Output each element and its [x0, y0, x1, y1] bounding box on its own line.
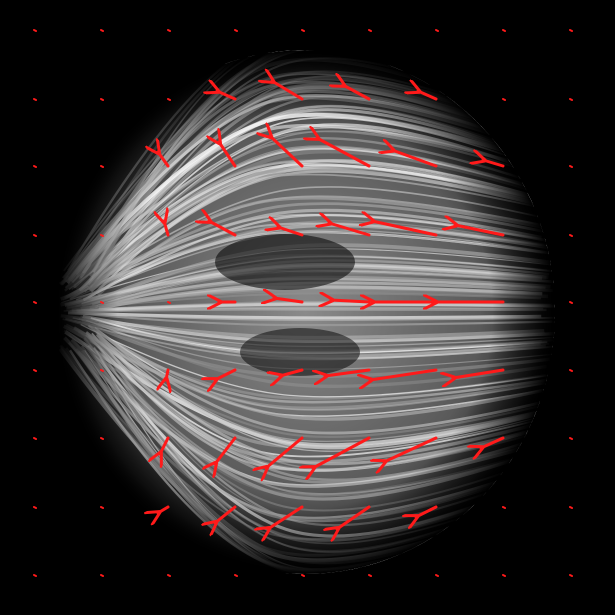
vector-arrow [384, 436, 438, 462]
vector-arrow [217, 91, 237, 101]
vector-arrow [453, 368, 505, 378]
vector-arrow [370, 368, 438, 380]
vector-arrow [569, 29, 573, 32]
vector-arrow [569, 234, 573, 237]
vector-field-arrows [33, 29, 573, 577]
vector-arrow [167, 301, 171, 304]
vector-arrow [33, 98, 37, 101]
vector-arrow [266, 436, 304, 468]
vector-arrow [33, 29, 37, 32]
vector-arrow [100, 437, 104, 440]
vector-arrow [100, 29, 104, 32]
vector-arrow [368, 574, 372, 577]
vector-arrow [502, 29, 506, 32]
vector-arrow [481, 436, 505, 448]
vector-arrow [234, 29, 238, 32]
vector-arrow [33, 369, 37, 372]
vector-arrow [215, 436, 237, 464]
vector-arrow [337, 505, 371, 529]
vector-arrow [33, 234, 37, 237]
vector-arrow [167, 98, 171, 101]
vector-arrow [219, 142, 237, 168]
vector-arrow [455, 225, 505, 237]
vector-arrow [274, 298, 304, 302]
vector-arrow [278, 227, 304, 237]
vector-arrow [158, 152, 170, 168]
vector-arrow [215, 368, 237, 380]
vector-arrow [502, 506, 506, 509]
vector-arrow [331, 300, 371, 302]
vector-arrow [569, 301, 573, 304]
vector-arrow [215, 505, 237, 523]
vector-arrow [158, 505, 170, 513]
vector-arrow [164, 221, 170, 237]
vector-arrow [270, 136, 304, 168]
vector-arrow [209, 221, 237, 237]
vector-arrow [167, 574, 171, 577]
vector-arrow [569, 574, 573, 577]
vector-arrow [313, 436, 371, 468]
vector-arrow [100, 98, 104, 101]
vector-arrow [33, 165, 37, 168]
vector-arrow [343, 85, 371, 101]
vector-arrow [100, 165, 104, 168]
vector-arrow [272, 81, 304, 101]
vector-arrow [268, 505, 304, 529]
vector-arrow [160, 436, 170, 454]
vector-arrow [435, 29, 439, 32]
vector-arrow [301, 574, 305, 577]
vector-arrow [502, 98, 506, 101]
vector-arrow [325, 368, 371, 376]
vector-arrow [317, 138, 371, 168]
vector-arrow [166, 368, 168, 380]
vector-arrow [569, 437, 573, 440]
vector-arrow [301, 29, 305, 32]
vector-arrow [569, 98, 573, 101]
vector-arrow [418, 91, 438, 101]
vector-arrow [100, 574, 104, 577]
vector-arrow [33, 574, 37, 577]
vector-arrow [392, 150, 438, 168]
vector-arrow [372, 221, 438, 237]
vector-arrow [100, 301, 104, 304]
vector-arrow [569, 165, 573, 168]
vector-arrow [167, 29, 171, 32]
vector-arrow [416, 505, 438, 517]
vector-arrow [33, 301, 37, 304]
vector-arrow [368, 29, 372, 32]
vector-arrow [100, 234, 104, 237]
vector-arrow [100, 506, 104, 509]
vector-arrow [234, 574, 238, 577]
vector-arrow [502, 574, 506, 577]
vector-arrow [483, 160, 505, 168]
vector-arrow [100, 369, 104, 372]
vector-arrow [435, 574, 439, 577]
vector-arrow [280, 368, 304, 376]
vector-arrow [33, 506, 37, 509]
vector-arrow [569, 506, 573, 509]
vector-arrow [329, 223, 371, 237]
vector-arrow [33, 437, 37, 440]
vector-arrow [569, 369, 573, 372]
